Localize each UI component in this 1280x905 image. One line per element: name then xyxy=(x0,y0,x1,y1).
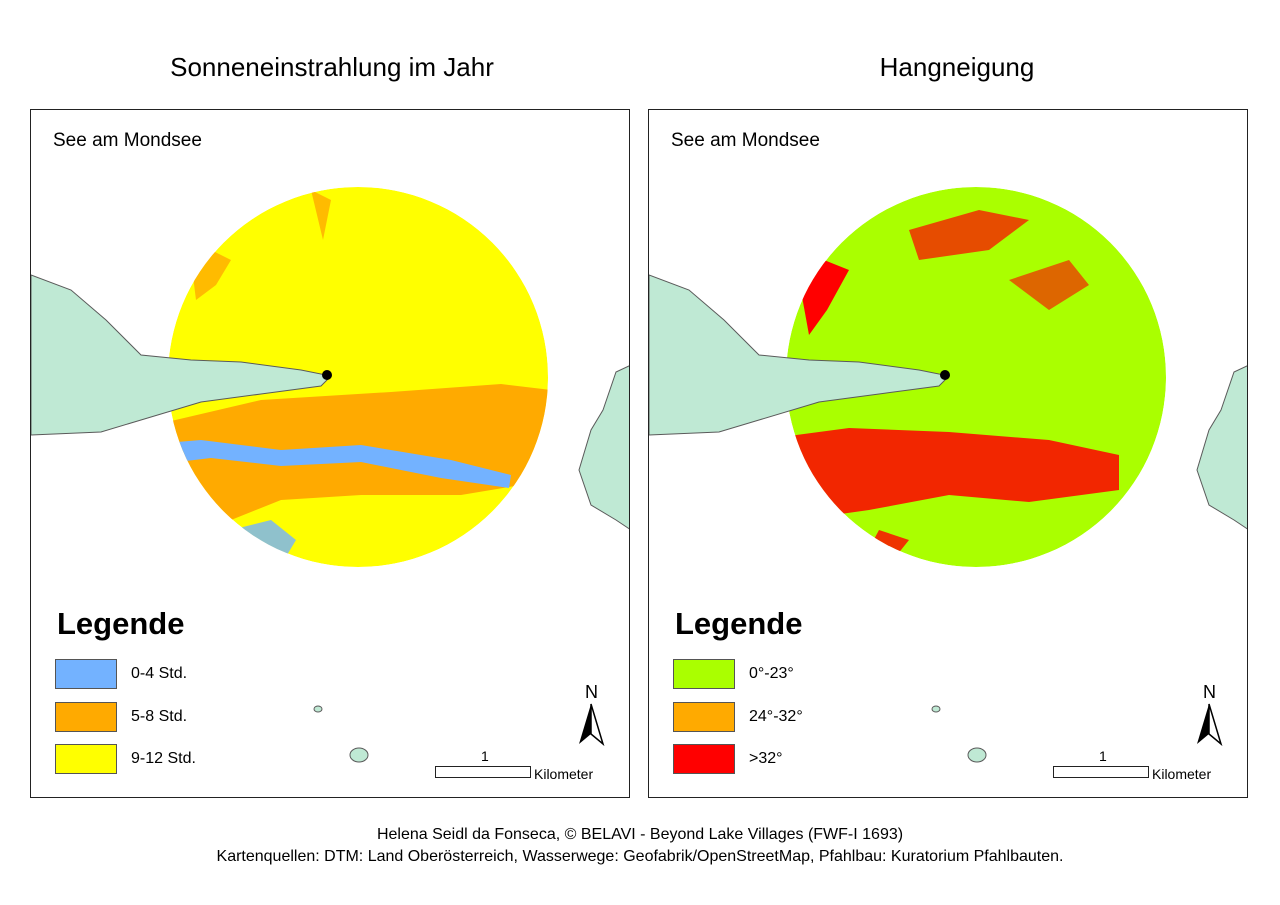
legend-title: Legende xyxy=(675,606,803,641)
map-frame-slope: See am Mondsee Legende 0°-23° 24°-32° >3… xyxy=(648,109,1248,798)
radiation-ridge-north xyxy=(191,190,331,300)
legend-swatch xyxy=(673,744,735,774)
slope-map xyxy=(649,187,1247,763)
north-arrow: N xyxy=(571,682,611,752)
legend-label: >32° xyxy=(749,750,783,767)
pond-small xyxy=(931,705,941,713)
site-label: See am Mondsee xyxy=(53,130,202,151)
slope-class-over-32 xyxy=(786,210,1119,565)
scale-unit: Kilometer xyxy=(534,766,594,782)
legend-label: 0°-23° xyxy=(749,665,794,682)
legend-swatch xyxy=(55,744,117,774)
scale-value: 1 xyxy=(1099,748,1107,764)
radiation-class-0-4 xyxy=(168,440,511,488)
site-label: See am Mondsee xyxy=(671,130,820,151)
legend-swatch xyxy=(55,702,117,732)
scale-bar-graphic xyxy=(435,766,531,778)
solar-radiation-map xyxy=(31,187,629,763)
credit-line-author: Helena Seidl da Fonseca, © BELAVI - Beyo… xyxy=(376,826,904,843)
scale-value: 1 xyxy=(481,748,489,764)
legend-label: 0-4 Std. xyxy=(131,665,188,682)
north-label: N xyxy=(585,682,598,702)
pond xyxy=(349,747,369,763)
pile-dwelling-site-marker xyxy=(322,370,332,380)
legend-title: Legende xyxy=(57,606,185,641)
north-arrow-icon xyxy=(1197,703,1223,747)
panel-title-solar: Sonneneinstrahlung im Jahr xyxy=(170,52,494,82)
legend-swatch xyxy=(55,659,117,689)
lake-east xyxy=(578,365,629,530)
map-frame-solar: See am Mondsee Legende 0-4 Std. 5-8 Std.… xyxy=(30,109,630,798)
north-arrow: N xyxy=(1189,682,1229,752)
pond xyxy=(967,747,987,763)
scale-bar: 1 Kilometer xyxy=(435,748,625,788)
pond-small xyxy=(313,705,323,713)
credit-line-sources: Kartenquellen: DTM: Land Oberösterreich,… xyxy=(216,848,1064,865)
lake-east xyxy=(1196,365,1247,530)
legend-swatch xyxy=(673,702,735,732)
legend-label: 24°-32° xyxy=(749,708,803,725)
legend-label: 5-8 Std. xyxy=(131,708,188,725)
pile-dwelling-site-marker xyxy=(940,370,950,380)
scale-unit: Kilometer xyxy=(1152,766,1212,782)
north-label: N xyxy=(1203,682,1216,702)
legend-label: 9-12 Std. xyxy=(131,750,196,767)
north-arrow-icon xyxy=(579,703,605,747)
scale-bar-graphic xyxy=(1053,766,1149,778)
scale-bar: 1 Kilometer xyxy=(1053,748,1243,788)
panel-title-slope: Hangneigung xyxy=(879,52,1035,82)
legend-swatch xyxy=(673,659,735,689)
